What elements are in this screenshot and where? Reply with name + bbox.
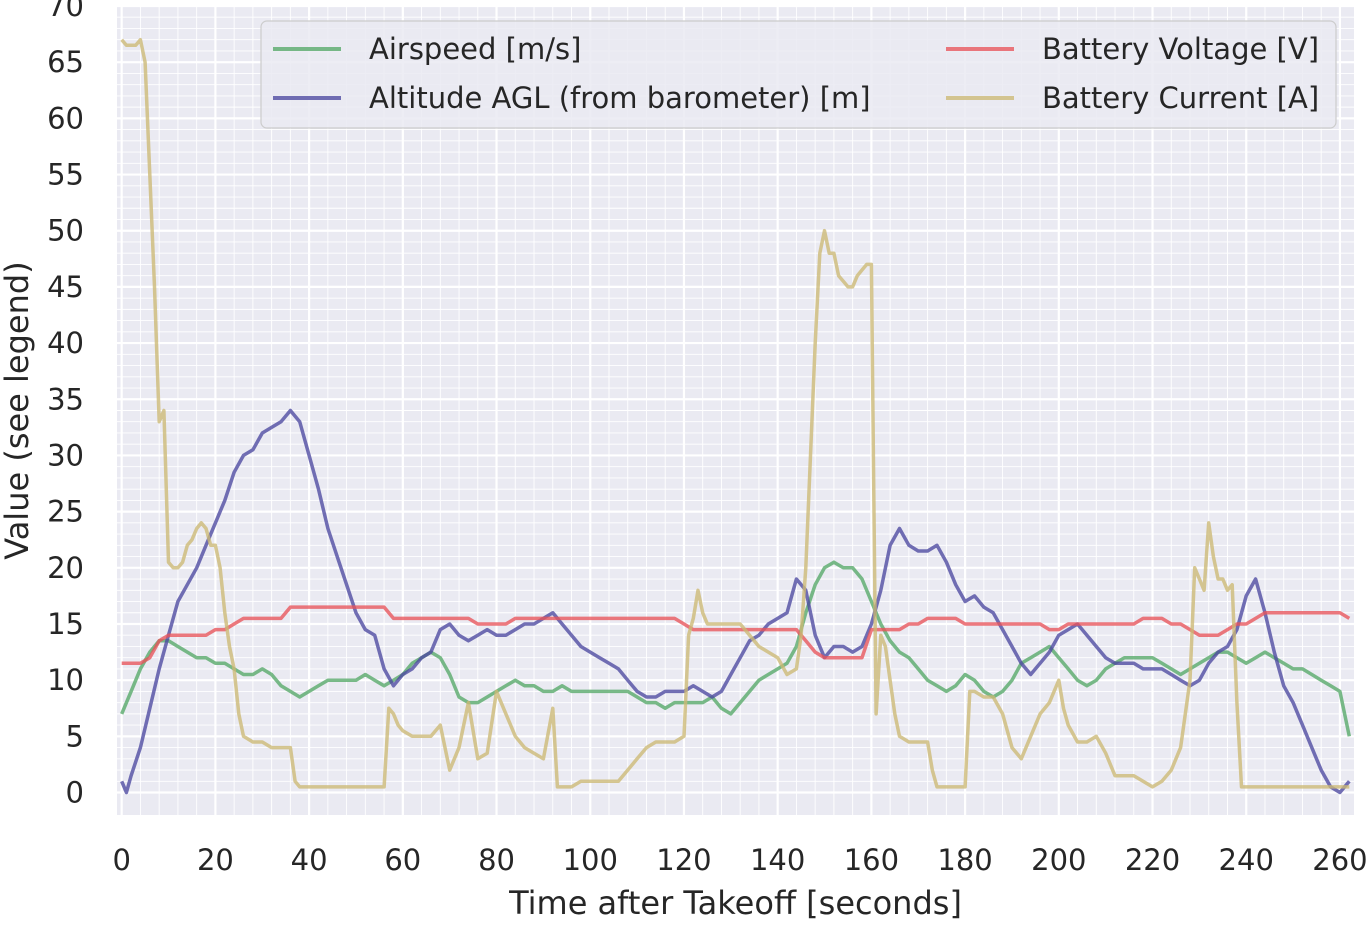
x-tick-label: 240: [1219, 843, 1274, 877]
y-tick-label: 60: [47, 101, 84, 135]
series-line-1: [120, 560, 1352, 737]
y-axis-ticks: 0 5 10 15 20 25 30 35 40 45 50 55 60 65 70: [47, 0, 84, 810]
y-tick-label: 35: [47, 382, 84, 416]
y-tick-label: 5: [66, 719, 84, 753]
series-line-3: [121, 605, 1351, 666]
legend-label: Airspeed [m/s]: [369, 32, 581, 66]
y-tick-label: 55: [47, 158, 84, 192]
x-tick-label: 200: [1031, 843, 1086, 877]
series-lines: [120, 37, 1352, 795]
x-tick-label: 140: [750, 843, 805, 877]
series-line-2: [120, 408, 1351, 795]
y-tick-label: 50: [47, 214, 84, 248]
series-line-4: [120, 37, 1350, 789]
y-tick-label: 15: [47, 607, 84, 641]
x-tick-label: 260: [1312, 843, 1367, 877]
x-tick-label: 80: [478, 843, 515, 877]
x-tick-label: 40: [291, 843, 328, 877]
x-axis-title: Time after Takeoff [seconds]: [508, 884, 962, 922]
y-tick-label: 10: [47, 663, 84, 697]
y-tick-label: 0: [66, 776, 84, 810]
x-tick-label: 0: [112, 843, 130, 877]
y-tick-label: 30: [47, 438, 84, 472]
x-tick-label: 220: [1125, 843, 1180, 877]
x-tick-label: 100: [563, 843, 618, 877]
x-tick-label: 120: [656, 843, 711, 877]
y-axis-title: Value (see legend): [0, 261, 36, 559]
y-tick-label: 20: [47, 551, 84, 585]
x-tick-label: 180: [937, 843, 992, 877]
legend-label: Altitude AGL (from barometer) [m]: [369, 81, 871, 115]
x-tick-label: 160: [844, 843, 899, 877]
y-tick-label: 25: [47, 495, 84, 529]
legend-label: Battery Voltage [V]: [1042, 32, 1319, 66]
y-tick-label: 40: [47, 326, 84, 360]
y-tick-label: 65: [47, 45, 84, 79]
x-tick-label: 20: [197, 843, 234, 877]
x-axis-ticks: 0 20 40 60 80 100 120 140 160 180 200 220 240 260: [112, 843, 1367, 877]
x-tick-label: 60: [384, 843, 421, 877]
y-tick-label: 45: [47, 270, 84, 304]
y-tick-label: 70: [47, 0, 84, 23]
legend-box: [260, 20, 1337, 129]
legend-label: Battery Current [A]: [1042, 81, 1319, 115]
legend: Airspeed [m/s] Altitude AGL (from baromet…: [260, 20, 1337, 129]
